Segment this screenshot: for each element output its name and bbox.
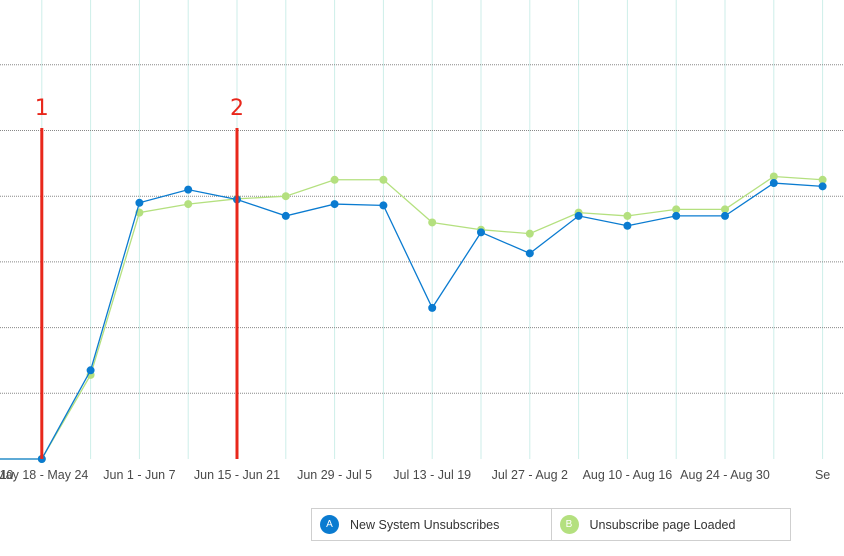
- data-point-b: [769, 172, 778, 181]
- data-point-a: [769, 179, 778, 188]
- data-point-a: [721, 211, 729, 220]
- x-tick-label: Jun 29 - Jul 5: [297, 468, 372, 482]
- annotation-label: 1: [35, 96, 49, 121]
- data-point-b: [281, 192, 290, 201]
- data-point-a: [379, 201, 388, 210]
- data-point-b: [672, 205, 681, 214]
- x-tick-label: Aug 24 - Aug 30: [680, 468, 770, 482]
- data-point-b: [721, 205, 729, 214]
- data-point-a: [574, 211, 583, 220]
- series-line-b: [0, 175, 823, 460]
- annotation-label: 2: [230, 96, 244, 121]
- data-point-b: [330, 175, 339, 184]
- data-point-a: [184, 185, 193, 194]
- data-point-a: [477, 228, 485, 237]
- x-tick-label: May 18 - May 24: [0, 468, 88, 482]
- data-point-a: [428, 303, 437, 312]
- x-tick-label: May 10: [0, 468, 14, 482]
- data-point-a: [525, 249, 534, 258]
- data-point-b: [818, 175, 827, 184]
- data-point-b: [623, 211, 632, 220]
- x-tick-label: Jun 15 - Jun 21: [194, 468, 280, 482]
- legend-badge-a: A: [320, 515, 339, 534]
- data-point-a: [672, 211, 681, 220]
- legend-item-a[interactable]: A New System Unsubscribes: [312, 509, 551, 540]
- x-tick-label: Jul 27 - Aug 2: [492, 468, 568, 482]
- data-point-a: [281, 211, 290, 220]
- data-point-a: [623, 221, 632, 230]
- x-tick-label: Se: [815, 468, 830, 482]
- x-tick-label: Jun 1 - Jun 7: [103, 468, 175, 482]
- data-point-b: [525, 229, 534, 238]
- data-point-b: [184, 200, 193, 209]
- legend-badge-b: B: [559, 515, 579, 534]
- legend-item-b[interactable]: B Unsubscribe page Loaded: [550, 509, 791, 540]
- series-line-a: [0, 182, 823, 460]
- legend-label-a: New System Unsubscribes: [350, 517, 500, 532]
- data-point-a: [86, 366, 95, 375]
- data-point-b: [379, 175, 388, 184]
- data-point-a: [818, 182, 827, 191]
- data-point-a: [330, 200, 339, 209]
- legend: A New System Unsubscribes B Unsubscribe …: [311, 508, 791, 541]
- data-point-a: [135, 198, 144, 207]
- legend-label-b: Unsubscribe page Loaded: [589, 517, 736, 532]
- x-tick-label: Aug 10 - Aug 16: [583, 468, 673, 482]
- data-point-b: [428, 218, 437, 227]
- x-tick-label: Jul 13 - Jul 19: [393, 468, 471, 482]
